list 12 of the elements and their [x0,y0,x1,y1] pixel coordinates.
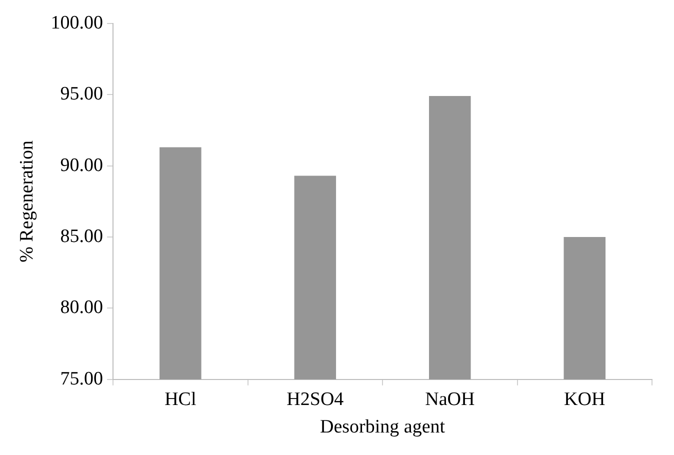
x-tick-label: H2SO4 [286,388,344,410]
y-tick-label: 95.00 [60,84,104,105]
x-tick-label: KOH [564,388,606,410]
y-tick-label: 90.00 [60,154,104,176]
x-tick-label: NaOH [425,388,475,410]
y-axis-title: % Regeneration [16,140,38,262]
y-tick-label: 80.00 [60,297,104,318]
y-tick-label: 85.00 [60,226,104,247]
x-tick-label: HCl [164,388,196,410]
y-tick-label: 100.00 [50,12,104,34]
y-tick-label: 75.00 [60,368,104,390]
x-axis-title: Desorbing agent [320,416,446,438]
